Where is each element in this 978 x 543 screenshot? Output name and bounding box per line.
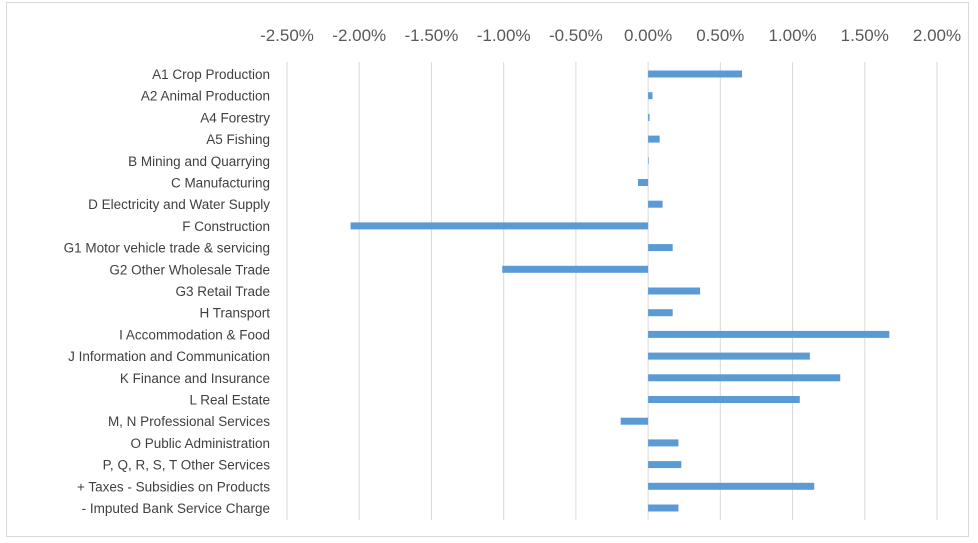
bar xyxy=(648,244,673,252)
x-tick-label: 0.00% xyxy=(624,26,672,45)
bar xyxy=(648,157,649,165)
bar xyxy=(648,309,673,317)
category-label: O Public Administration xyxy=(130,436,270,451)
x-tick-label: -1.50% xyxy=(405,26,459,45)
category-label: A4 Forestry xyxy=(200,110,270,125)
category-label: A2 Animal Production xyxy=(141,89,270,104)
bar xyxy=(648,70,742,78)
bar xyxy=(648,504,679,512)
category-label: B Mining and Quarrying xyxy=(128,154,270,169)
bar xyxy=(648,374,841,382)
x-tick-label: -1.00% xyxy=(477,26,531,45)
category-labels: A1 Crop Production A2 Animal Production A4… xyxy=(64,67,271,516)
category-label: + Taxes - Subsidies on Products xyxy=(77,479,270,494)
category-label: A1 Crop Production xyxy=(152,67,270,82)
category-label: G2 Other Wholesale Trade xyxy=(109,262,270,277)
x-tick-label: -0.50% xyxy=(549,26,603,45)
bar xyxy=(648,113,650,121)
x-axis-tick-labels: -2.50% -2.00% -1.50% -1.00% -0.50% 0.00% 0.50%… xyxy=(260,26,961,45)
category-label: H Transport xyxy=(199,306,270,321)
category-label: M, N Professional Services xyxy=(108,414,270,429)
bar xyxy=(648,330,890,338)
bar xyxy=(648,287,701,295)
gridlines xyxy=(286,62,938,520)
x-tick-label: 1.50% xyxy=(841,26,889,45)
category-label: F Construction xyxy=(182,219,270,234)
bars xyxy=(350,70,890,512)
x-tick-label: 0.50% xyxy=(696,26,744,45)
category-label: - Imputed Bank Service Charge xyxy=(82,501,270,516)
bar xyxy=(502,265,649,273)
x-tick-label: 2.00% xyxy=(913,26,961,45)
bar xyxy=(648,352,810,360)
bar xyxy=(648,200,663,208)
category-label: G3 Retail Trade xyxy=(175,284,270,299)
category-label: L Real Estate xyxy=(189,393,270,408)
bar xyxy=(638,179,649,186)
category-label: J Information and Communication xyxy=(68,349,270,364)
category-label: G1 Motor vehicle trade & servicing xyxy=(64,241,270,256)
category-label: K Finance and Insurance xyxy=(120,371,270,386)
bar xyxy=(620,417,649,425)
category-label: A5 Fishing xyxy=(206,132,270,147)
category-label: I Accommodation & Food xyxy=(119,327,270,342)
bar xyxy=(648,482,815,490)
bar xyxy=(648,135,660,143)
bar xyxy=(648,439,679,447)
bar xyxy=(648,92,653,100)
bar xyxy=(350,222,649,230)
x-tick-label: -2.00% xyxy=(332,26,386,45)
bar xyxy=(648,461,682,469)
chart-frame xyxy=(6,2,969,537)
x-tick-label: -2.50% xyxy=(260,26,314,45)
category-label: D Electricity and Water Supply xyxy=(88,197,270,212)
category-label: C Manufacturing xyxy=(171,176,270,191)
category-label: P, Q, R, S, T Other Services xyxy=(103,458,271,473)
x-tick-label: 1.00% xyxy=(768,26,816,45)
bar xyxy=(648,396,800,403)
